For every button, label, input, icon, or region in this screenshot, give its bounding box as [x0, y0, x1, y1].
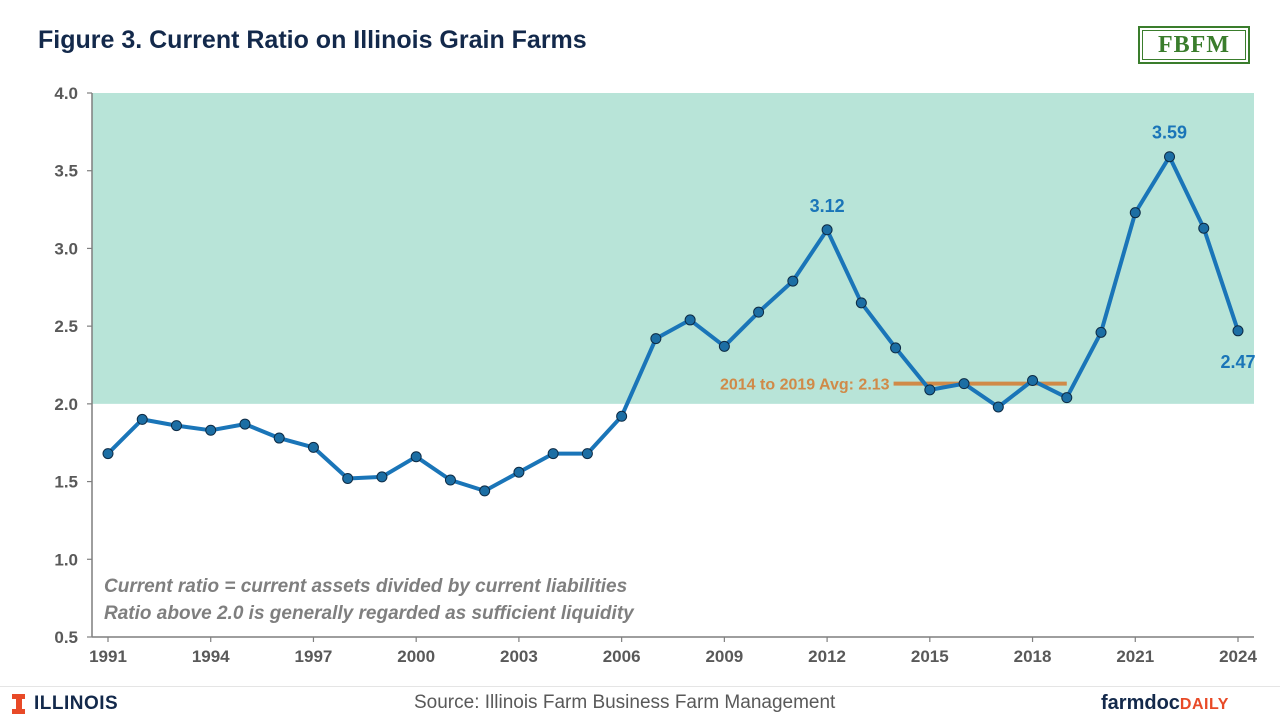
daily-wordmark: DAILY — [1179, 696, 1229, 713]
data-point — [1129, 207, 1141, 219]
data-point — [650, 333, 662, 345]
data-point — [753, 306, 765, 318]
x-tick-label: 1994 — [192, 647, 230, 666]
y-tick-label: 3.0 — [54, 239, 78, 258]
note-definition: Current ratio = current assets divided b… — [104, 576, 628, 597]
x-tick-label: 2003 — [500, 647, 538, 666]
chart-title: Figure 3. Current Ratio on Illinois Grai… — [38, 26, 587, 54]
illinois-logo: ILLINOIS — [12, 692, 118, 716]
data-point — [342, 472, 354, 484]
illinois-wordmark: ILLINOIS — [34, 693, 119, 714]
data-point — [1095, 326, 1107, 338]
block-i-icon — [12, 694, 25, 714]
data-label: 3.12 — [810, 196, 845, 216]
y-tick-label: 2.5 — [54, 317, 78, 336]
data-point — [102, 448, 114, 460]
data-point — [890, 342, 902, 354]
data-label: 2.47 — [1220, 352, 1255, 372]
x-tick-label: 2018 — [1014, 647, 1052, 666]
data-point — [410, 451, 422, 463]
source-note: Source: Illinois Farm Business Farm Mana… — [414, 692, 836, 713]
data-point — [787, 275, 799, 287]
data-point — [547, 448, 559, 460]
data-point — [1027, 375, 1039, 387]
x-tick-label: 1991 — [89, 647, 127, 666]
data-point — [855, 297, 867, 309]
y-tick-label: 1.0 — [54, 550, 78, 569]
x-tick-label: 2000 — [397, 647, 435, 666]
data-point — [1232, 325, 1244, 337]
data-point — [513, 466, 525, 478]
data-point — [239, 418, 251, 430]
fbfm-logo-text: FBFM — [1142, 30, 1246, 60]
line-chart: 0.5 1.0 1.5 2.0 2.5 3.0 3.5 4.0 1991 1994 1997 2000… — [54, 84, 1257, 666]
data-point — [958, 378, 970, 390]
average-line-label: 2014 to 2019 Avg: 2.13 — [720, 377, 890, 394]
y-tick-label: 3.5 — [54, 162, 78, 181]
data-point — [376, 471, 388, 483]
data-point — [718, 340, 730, 352]
data-point — [479, 485, 491, 497]
x-tick-label: 2012 — [808, 647, 846, 666]
data-point — [307, 441, 319, 453]
data-point — [581, 448, 593, 460]
y-tick-label: 0.5 — [54, 628, 78, 647]
x-tick-label: 2024 — [1219, 647, 1257, 666]
note-threshold: Ratio above 2.0 is generally regarded as… — [104, 603, 634, 624]
sufficient-liquidity-band — [92, 93, 1254, 404]
y-tick-label: 1.5 — [54, 473, 78, 492]
data-point — [1164, 151, 1176, 163]
y-tick-label: 2.0 — [54, 395, 78, 414]
fbfm-logo: FBFM — [1138, 26, 1250, 64]
x-tick-label: 2021 — [1116, 647, 1154, 666]
x-tick-label: 1997 — [295, 647, 333, 666]
farmdoc-daily-logo: farmdocDAILY — [1101, 692, 1229, 715]
data-point — [992, 401, 1004, 413]
data-point — [1198, 222, 1210, 234]
data-point — [821, 224, 833, 236]
x-tick-label: 2009 — [705, 647, 743, 666]
data-point — [136, 413, 148, 425]
data-point — [444, 474, 456, 486]
data-point — [273, 432, 285, 444]
series-line — [106, 154, 1240, 493]
data-label: 3.59 — [1152, 123, 1187, 143]
farmdoc-wordmark: farmdoc — [1101, 692, 1180, 714]
footer-divider — [0, 686, 1280, 687]
x-tick-label: 2015 — [911, 647, 949, 666]
data-point — [1061, 392, 1073, 404]
data-point — [170, 420, 182, 432]
x-tick-label: 2006 — [603, 647, 641, 666]
data-point — [205, 424, 217, 436]
data-point — [924, 384, 936, 396]
y-tick-label: 4.0 — [54, 84, 78, 103]
data-point — [684, 314, 696, 326]
data-point — [616, 410, 628, 422]
